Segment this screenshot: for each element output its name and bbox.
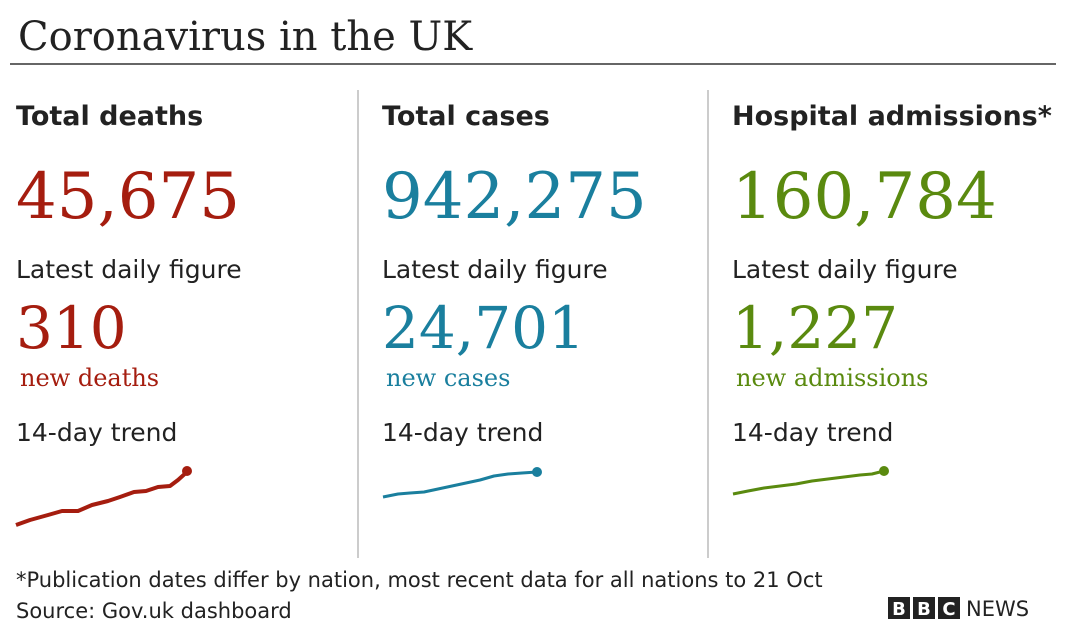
panel: Hospital admissions* 160,784 Latest daily … xyxy=(732,101,1052,496)
total-figure: 942,275 xyxy=(382,160,647,234)
panel: Total cases 942,275 Latest daily figure 24,… xyxy=(382,101,647,499)
trend-label: 14-day trend xyxy=(16,418,177,447)
panel-heading: Hospital admissions* xyxy=(732,101,1052,132)
daily-unit: new cases xyxy=(386,364,510,392)
footnote: *Publication dates differ by nation, mos… xyxy=(16,568,823,592)
total-figure: 45,675 xyxy=(16,160,240,234)
total-figure: 160,784 xyxy=(732,160,997,234)
panel-heading: Total cases xyxy=(382,101,550,132)
sparkline-end xyxy=(182,466,192,476)
daily-unit: new deaths xyxy=(20,364,159,392)
daily-figure: 1,227 xyxy=(732,294,898,362)
trend-label: 14-day trend xyxy=(382,418,543,447)
logo-letter: C xyxy=(942,599,955,620)
source: Source: Gov.uk dashboard xyxy=(16,599,292,623)
sparkline xyxy=(15,469,190,527)
panel: Total deaths 45,675 Latest daily figure 310… xyxy=(15,101,242,527)
logo-text: NEWS xyxy=(966,597,1029,621)
sparkline xyxy=(732,469,885,496)
logo-letter: B xyxy=(917,599,931,620)
logo-block xyxy=(888,597,910,619)
daily-unit: new admissions xyxy=(736,364,928,392)
daily-figure: 310 xyxy=(16,294,127,362)
title: Coronavirus in the UK xyxy=(18,14,473,60)
sparkline xyxy=(382,470,538,499)
daily-label: Latest daily figure xyxy=(732,255,958,284)
sparkline-end xyxy=(532,467,542,477)
panel-heading: Total deaths xyxy=(16,101,203,132)
daily-label: Latest daily figure xyxy=(16,255,242,284)
daily-figure: 24,701 xyxy=(382,294,585,362)
daily-label: Latest daily figure xyxy=(382,255,608,284)
logo-block xyxy=(938,597,960,619)
sparkline-end xyxy=(879,466,889,476)
logo-block xyxy=(913,597,935,619)
logo: B B C NEWS xyxy=(888,597,1029,621)
logo-letter: B xyxy=(892,599,906,620)
trend-label: 14-day trend xyxy=(732,418,893,447)
